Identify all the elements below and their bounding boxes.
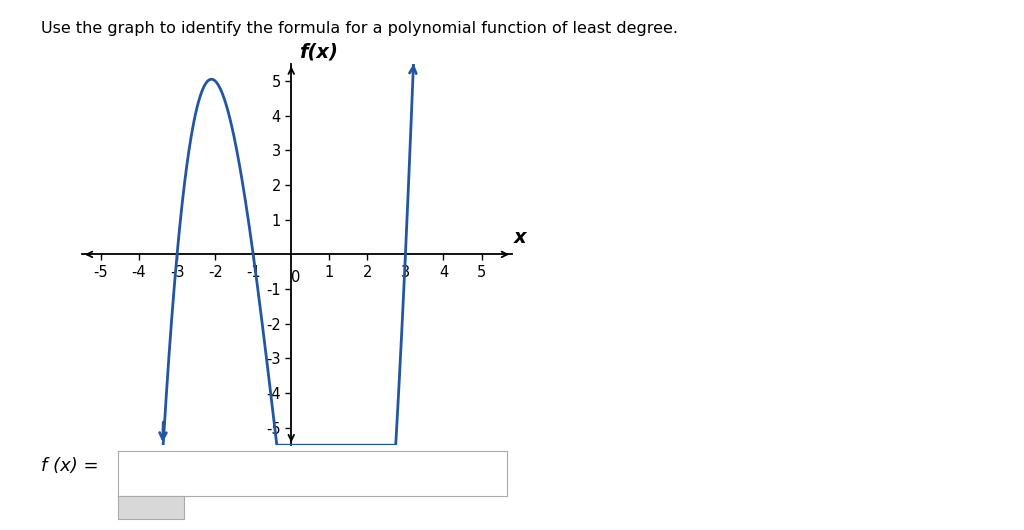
Text: f(x): f(x) [299,43,338,62]
Text: f (x) =: f (x) = [41,457,98,475]
Text: 0: 0 [291,270,300,285]
Text: x: x [514,228,526,248]
Text: Use the graph to identify the formula for a polynomial function of least degree.: Use the graph to identify the formula fo… [41,21,678,36]
